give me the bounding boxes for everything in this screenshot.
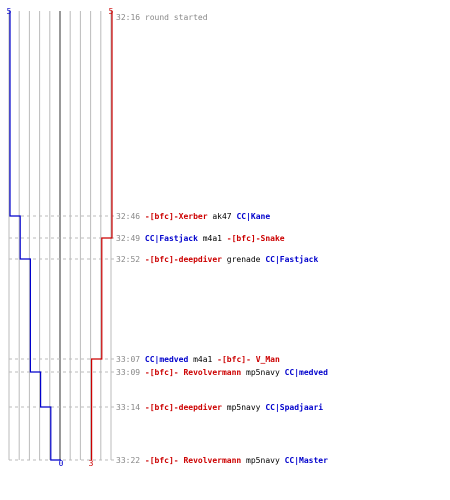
event-row: 32:49 CC|Fastjack m4a1 -[bfc]-Snake <box>116 233 285 243</box>
red-team-alive-line <box>91 11 113 460</box>
event-row: 32:16 round started <box>116 13 208 22</box>
event-text: -[bfc]-deepdiver <box>145 402 222 412</box>
event-text: -[bfc]-Snake <box>227 234 285 243</box>
blue-team-end-count: 0 <box>59 459 64 468</box>
event-text: CC|Spadjaari <box>265 402 323 412</box>
event-time: 32:46 <box>116 212 145 221</box>
red-team-start-count: 5 <box>109 7 114 16</box>
event-time: 33:22 <box>116 456 145 465</box>
event-row: 32:52 -[bfc]-deepdiver grenade CC|Fastja… <box>116 254 318 264</box>
event-text: mp5navy <box>222 403 265 412</box>
grid-lines <box>8 11 112 460</box>
blue-team-start-count: 5 <box>7 7 12 16</box>
event-text: CC|medved <box>285 368 329 377</box>
event-time: 32:52 <box>116 255 145 264</box>
event-text: -[bfc]- Revolvermann <box>145 368 242 377</box>
event-text: CC|medved <box>145 355 189 364</box>
event-text: m4a1 <box>198 234 227 243</box>
event-time: 33:07 <box>116 355 145 364</box>
event-time: 33:14 <box>116 403 145 412</box>
kill-event-list: 32:16 round started 32:46 -[bfc]-Xerber a… <box>116 13 328 465</box>
event-text: -[bfc]- Revolvermann <box>145 456 242 465</box>
event-text: m4a1 <box>188 355 217 364</box>
event-time: 32:16 <box>116 13 145 22</box>
event-row: 33:09 -[bfc]- Revolvermann mp5navy CC|me… <box>116 368 328 377</box>
event-row: 33:07 CC|medved m4a1 -[bfc]- V_Man <box>116 355 280 364</box>
event-text: mp5navy <box>241 368 284 377</box>
event-row: 33:22 -[bfc]- Revolvermann mp5navy CC|Ma… <box>116 456 328 465</box>
event-text: ak47 <box>208 212 237 221</box>
event-time: 33:09 <box>116 368 145 377</box>
event-text: -[bfc]-Xerber <box>145 212 208 221</box>
event-text: mp5navy <box>241 456 284 465</box>
event-text: -[bfc]- V_Man <box>217 355 280 364</box>
event-text: round started <box>145 13 208 22</box>
event-guide-lines <box>9 215 114 461</box>
event-row: 32:46 -[bfc]-Xerber ak47 CC|Kane <box>116 212 270 221</box>
event-text: CC|Fastjack <box>145 233 198 243</box>
red-team-end-count: 3 <box>89 459 94 468</box>
blue-team-alive-line <box>9 11 61 461</box>
event-text: CC|Fastjack <box>265 254 318 264</box>
event-text: grenade <box>222 255 265 264</box>
event-text: CC|Master <box>285 456 329 465</box>
event-time: 32:49 <box>116 234 145 243</box>
event-row: 33:14 -[bfc]-deepdiver mp5navy CC|Spadja… <box>116 402 323 412</box>
event-text: -[bfc]-deepdiver <box>145 254 222 264</box>
event-text: CC|Kane <box>236 212 270 221</box>
